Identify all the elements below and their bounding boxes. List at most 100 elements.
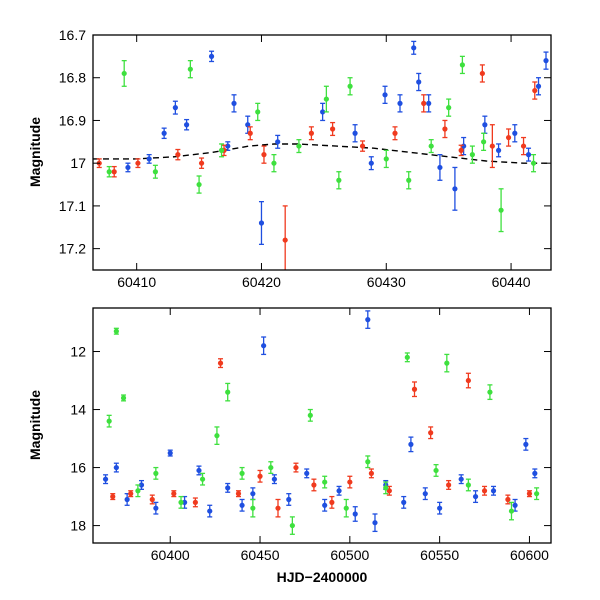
bottom-x-tick-label: 60550 (420, 547, 459, 563)
top-red-point (479, 64, 485, 83)
top-red-point (330, 121, 336, 137)
bottom-blue-point (207, 504, 213, 518)
top-x-tick-label: 60410 (117, 274, 156, 290)
bottom-red-point (192, 497, 198, 508)
top-y-tick-label: 17.1 (59, 198, 86, 214)
bottom-green-point (365, 455, 371, 469)
top-blue-point (411, 40, 417, 55)
top-red-point (175, 148, 181, 161)
bottom-green-point (199, 472, 206, 486)
bottom-red-point (275, 498, 281, 518)
bottom-y-tick-label: 18 (70, 518, 86, 534)
bottom-plot-marks (102, 310, 540, 535)
top-blue-point (482, 115, 488, 134)
bottom-blue-point (490, 485, 497, 496)
top-green-point (481, 132, 487, 152)
top-blue-point (161, 127, 167, 140)
bottom-green-point (225, 382, 231, 402)
bottom-green-point (508, 501, 515, 521)
top-red-point (532, 81, 538, 100)
bottom-axes: 60400 60450 60500 60550 60600 12 14 16 18 (70, 308, 551, 563)
top-green-point (347, 77, 353, 96)
top-blue-point (512, 124, 518, 143)
bottom-red-point (446, 479, 452, 490)
top-blue-point (382, 85, 388, 105)
bottom-green-point (106, 414, 112, 428)
top-red-point (282, 205, 288, 270)
top-green-point (459, 55, 465, 75)
top-x-tick-label: 60440 (492, 274, 531, 290)
bottom-blue-point (365, 310, 371, 329)
bottom-blue-point (512, 498, 518, 512)
bottom-red-point (217, 358, 224, 369)
bottom-red-point (526, 490, 533, 498)
bottom-green-point (113, 327, 119, 335)
bottom-red-point (481, 485, 488, 496)
top-red-point (135, 158, 141, 169)
bottom-blue-point (472, 490, 479, 504)
bottom-green-point (404, 352, 410, 363)
top-blue-point (183, 118, 190, 131)
top-green-point (187, 59, 193, 79)
bottom-red-point (347, 475, 353, 489)
bottom-blue-point (422, 487, 428, 501)
top-model-curve (93, 143, 551, 164)
top-green-point (446, 98, 452, 117)
top-green-point (106, 165, 112, 178)
top-green-point (152, 164, 158, 179)
bottom-plot-frame (92, 307, 552, 544)
top-blue-point (452, 166, 458, 211)
bottom-blue-point (286, 493, 292, 506)
bottom-blue-point (124, 493, 130, 506)
bottom-green-point (322, 475, 328, 489)
bottom-blue-point (271, 474, 278, 485)
bottom-blue-point (138, 479, 145, 490)
top-green-point (530, 153, 537, 173)
top-blue-point (320, 102, 326, 122)
top-green-point (196, 175, 202, 194)
bottom-green-point (120, 394, 127, 402)
top-blue-point (208, 50, 215, 63)
bottom-blue-point (322, 498, 328, 512)
top-green-point (336, 171, 342, 190)
top-y-tick-label: 16.7 (59, 27, 86, 43)
bottom-blue-point (352, 506, 358, 522)
bottom-green-point (289, 516, 295, 535)
bottom-green-point (307, 408, 313, 422)
top-blue-point (146, 153, 152, 164)
bottom-y-tick-label: 14 (70, 402, 86, 418)
top-red-point (359, 140, 366, 152)
bottom-green-point (433, 464, 439, 477)
bottom-x-tick-label: 60400 (151, 547, 190, 563)
top-red-point (308, 126, 314, 141)
top-green-point (498, 188, 504, 233)
top-blue-point (535, 77, 542, 96)
bottom-red-point (428, 426, 434, 440)
top-red-point (421, 94, 427, 113)
top-green-point (296, 139, 302, 154)
top-blue-point (416, 72, 422, 92)
bottom-x-tick-label: 60500 (330, 547, 369, 563)
bottom-green-point (534, 487, 540, 501)
top-blue-point (172, 100, 178, 115)
bottom-blue-point (437, 501, 443, 515)
top-plot-frame (92, 34, 552, 271)
top-green-point (383, 149, 389, 169)
bottom-green-point (383, 481, 389, 495)
bottom-red-point (368, 468, 374, 479)
bottom-blue-point (523, 437, 529, 451)
bottom-red-point (329, 495, 335, 509)
bottom-red-point (171, 490, 177, 498)
bottom-blue-point (372, 513, 378, 533)
top-red-point (442, 119, 448, 139)
top-blue-point (426, 94, 432, 113)
bottom-blue-point (458, 474, 464, 485)
top-green-point (323, 85, 329, 113)
bottom-red-point (465, 372, 471, 389)
bottom-green-point (487, 384, 493, 401)
bottom-blue-point (167, 449, 173, 457)
top-green-point (406, 171, 412, 190)
bottom-blue-point (532, 468, 538, 479)
top-blue-point (275, 134, 281, 149)
